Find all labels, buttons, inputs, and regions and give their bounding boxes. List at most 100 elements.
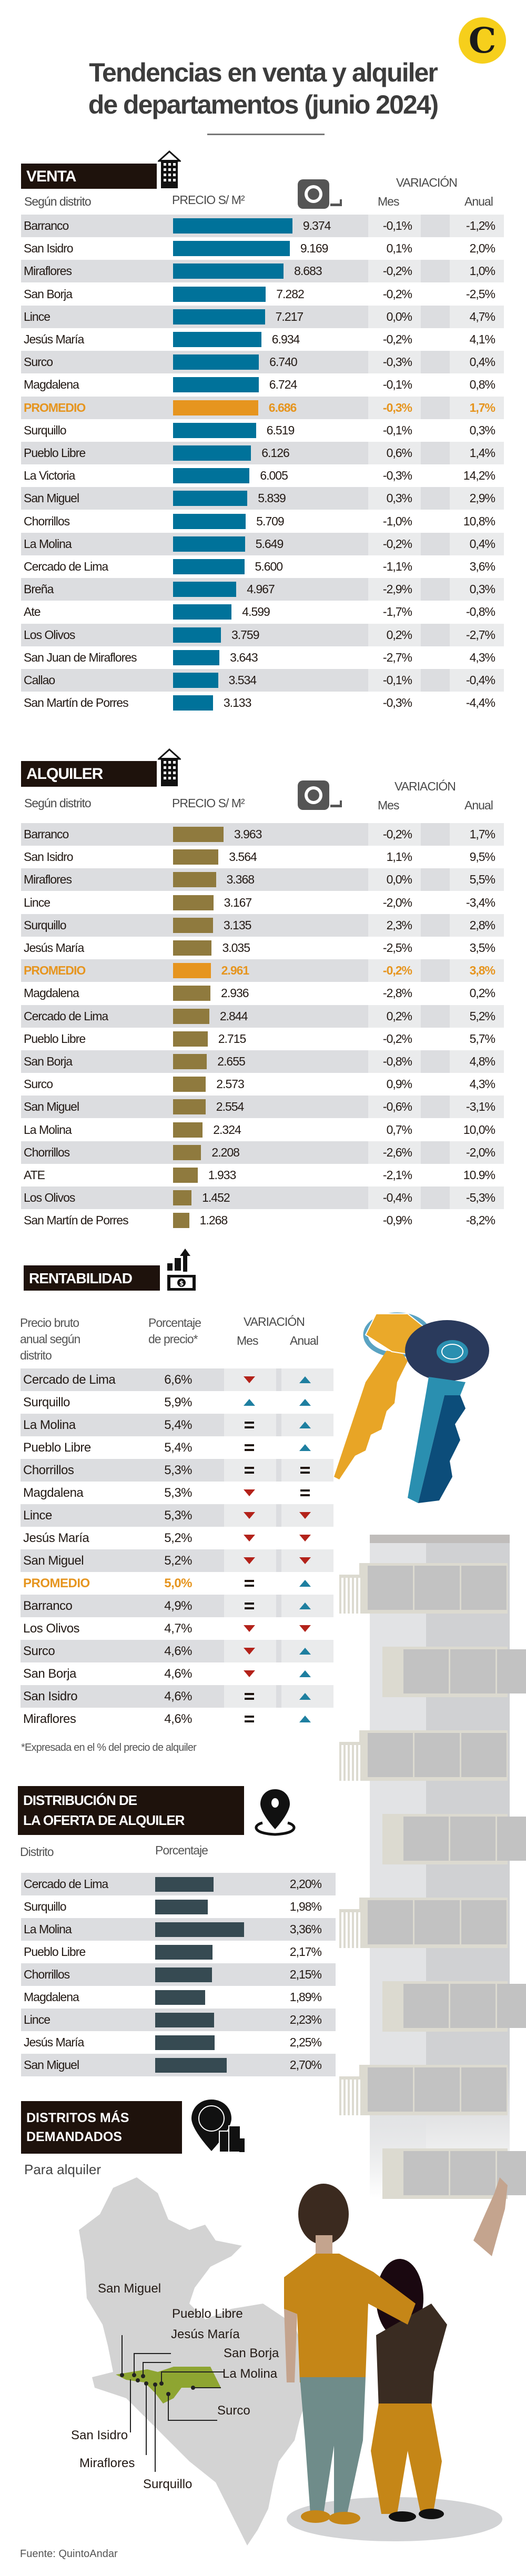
percentage-value: 3,36% — [289, 1922, 322, 1936]
district-name: Jesús María — [24, 941, 84, 955]
rentabilidad-col-district: Precio bruto anual según distrito — [20, 1315, 80, 1364]
page-title-line-2: de departamentos (junio 2024) — [88, 90, 439, 119]
month-variation: -0,2% — [382, 964, 412, 978]
title-line: DISTRITOS MÁS — [26, 2111, 129, 2125]
table-row: Chorrillos 2,15% — [21, 1963, 336, 1986]
cell-bg — [368, 396, 421, 419]
title-divider — [207, 134, 325, 135]
percentage-value: 5,3% — [164, 1486, 192, 1500]
district-name: Ate — [24, 605, 41, 619]
price-bar — [173, 559, 245, 574]
balcony — [339, 2065, 508, 2115]
building-icon — [158, 150, 181, 188]
table-row: Pueblo Libre 2.715 -0,2% 5,7% — [21, 1028, 504, 1050]
table-row: Pueblo Libre 5,4% — [21, 1436, 333, 1459]
month-variation: 0,2% — [386, 627, 412, 642]
month-variation: -0,1% — [382, 423, 412, 437]
price-bar — [173, 604, 232, 620]
cell-bg — [450, 1050, 504, 1073]
price-bar — [173, 917, 213, 933]
district-name: San Martín de Porres — [24, 1213, 129, 1228]
price-value: 3.035 — [222, 941, 250, 955]
district-name: La Molina — [24, 536, 72, 551]
month-variation: -0,2% — [382, 1031, 412, 1046]
district-name: Miraflores — [23, 1712, 76, 1726]
cell-bg — [450, 442, 504, 464]
year-variation: 4,7% — [469, 309, 495, 323]
trend-equal-icon — [245, 1467, 254, 1474]
percentage-bar — [155, 1877, 214, 1892]
percentage-value: 2,15% — [289, 1968, 322, 1981]
price-bar — [173, 872, 216, 888]
price-value: 5.649 — [255, 536, 284, 551]
venta-col-price: PRECIO S/ M² — [172, 193, 245, 207]
price-bar — [173, 536, 245, 552]
trend-equal-icon — [245, 1580, 254, 1587]
price-bar — [173, 513, 246, 529]
district-name: Callao — [24, 673, 55, 687]
map-label-surquillo: Surquillo — [143, 2477, 193, 2491]
window — [450, 1817, 495, 1861]
price-value: 6.934 — [271, 332, 300, 346]
table-row: PROMEDIO 2.961 -0,2% 3,8% — [21, 959, 504, 982]
year-variation: -4,4% — [466, 696, 495, 710]
price-bar — [173, 400, 258, 415]
table-row: Jesús María 6.934 -0,2% 4,1% — [21, 328, 504, 351]
table-row: Callao 3.534 -0,1% -0,4% — [21, 669, 504, 692]
price-bar — [173, 422, 256, 438]
district-name: Lince — [24, 309, 50, 323]
col-line: anual según — [20, 1332, 80, 1346]
percentage-value: 4,6% — [164, 1644, 192, 1658]
district-name: Barranco — [23, 1599, 73, 1613]
price-value: 7.282 — [276, 287, 305, 301]
percentage-value: 2,20% — [289, 1877, 322, 1891]
table-row: Magdalena 1,89% — [21, 1986, 336, 2009]
cell-bg — [368, 1005, 421, 1028]
rentabilidad-col-variation: VARIACIÓN — [244, 1315, 305, 1328]
percentage-bar — [155, 1968, 213, 1982]
price-value: 4.599 — [242, 605, 270, 619]
district-name: San Miguel — [24, 1100, 79, 1114]
price-bar — [173, 491, 248, 506]
month-variation: -2,5% — [382, 941, 412, 955]
trend-down-icon — [244, 1670, 255, 1677]
price-bar — [173, 1122, 203, 1138]
table-row: PROMEDIO 5,0% — [21, 1572, 333, 1595]
percentage-value: 1,98% — [289, 1900, 322, 1913]
price-value: 3.133 — [223, 696, 252, 710]
district-name: Surco — [23, 1644, 55, 1658]
price-value: 6.519 — [266, 423, 295, 437]
district-name: Lince — [23, 1508, 52, 1523]
cell-bg — [368, 823, 421, 846]
year-variation: -2,5% — [466, 287, 495, 301]
cell-bg — [368, 914, 421, 937]
district-name: Cercado de Lima — [24, 560, 108, 573]
year-variation: 10.9% — [463, 1168, 495, 1182]
col-line: distrito — [20, 1348, 52, 1362]
trend-equal-icon — [245, 1422, 254, 1428]
cell-bg — [281, 1459, 333, 1482]
month-variation: -2,1% — [382, 1168, 412, 1182]
percentage-value: 4,6% — [164, 1712, 192, 1726]
table-row: Cercado de Lima 6,6% — [21, 1368, 333, 1391]
table-row: Surquillo 3.135 2,3% 2,8% — [21, 914, 504, 937]
price-value: 5.709 — [256, 514, 285, 528]
table-row: San Borja 4,6% — [21, 1662, 333, 1685]
trend-up-icon — [299, 1444, 311, 1451]
balcony — [339, 1898, 508, 1948]
percentage-value: 4,7% — [164, 1621, 192, 1636]
district-name: ATE — [24, 1168, 45, 1182]
table-row: ATE 1.933 -2,1% 10.9% — [21, 1164, 504, 1186]
cell-bg — [368, 351, 421, 374]
price-value: 6.005 — [260, 469, 288, 483]
month-variation: -0,1% — [382, 378, 412, 392]
table-row: San Miguel 5.839 0,3% 2,9% — [21, 487, 504, 510]
month-variation: -0,3% — [382, 400, 412, 414]
district-name: La Molina — [24, 1922, 72, 1936]
year-variation: 2,8% — [469, 918, 495, 932]
district-name: Miraflores — [24, 873, 72, 887]
percentage-value: 6,6% — [164, 1373, 192, 1387]
trend-up-icon — [299, 1648, 311, 1655]
percentage-value: 5,0% — [164, 1576, 192, 1590]
alquiler-col-district: Según distrito — [24, 796, 92, 810]
